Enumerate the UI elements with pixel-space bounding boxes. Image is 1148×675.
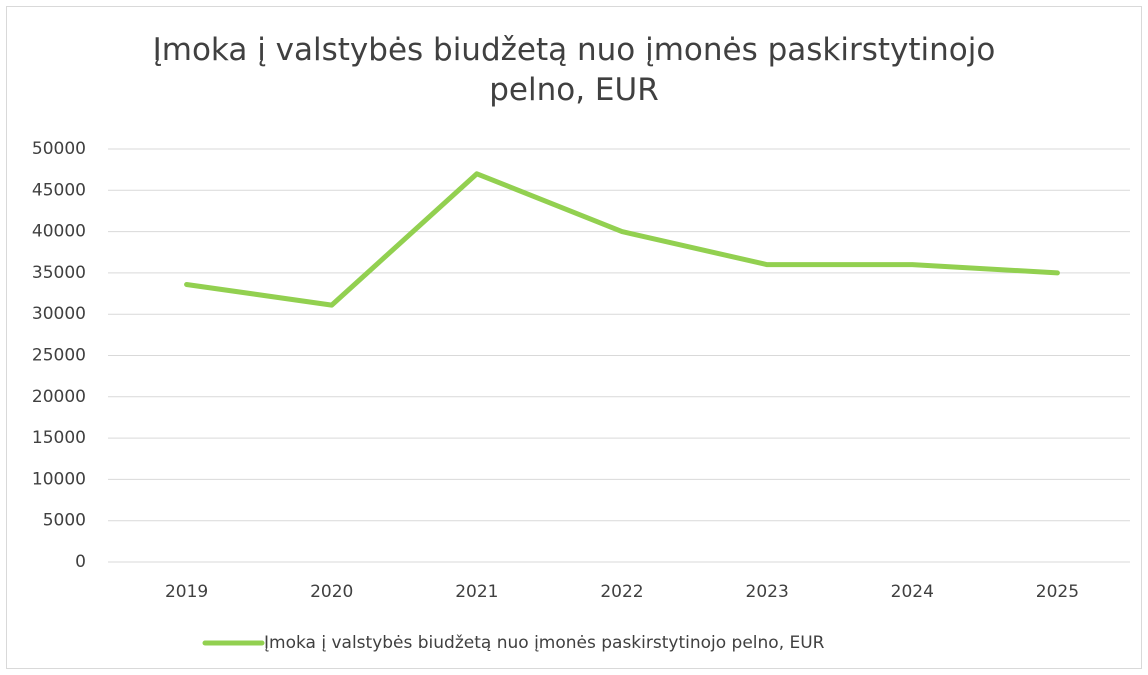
y-tick-label: 45000 (32, 180, 86, 200)
legend-label: Įmoka į valstybės biudžetą nuo įmonės pa… (264, 633, 825, 653)
y-tick-label: 35000 (32, 263, 86, 283)
y-tick-label: 10000 (32, 469, 86, 489)
y-tick-label: 25000 (32, 346, 86, 366)
y-tick-label: 15000 (32, 428, 86, 448)
x-tick-label: 2025 (1036, 582, 1079, 602)
x-tick-label: 2023 (746, 582, 789, 602)
y-tick-label: 5000 (43, 511, 86, 531)
y-tick-label: 50000 (32, 139, 86, 159)
chart-title: Įmoka į valstybės biudžetą nuo įmonės pa… (152, 32, 996, 108)
y-tick-label: 30000 (32, 304, 86, 324)
y-tick-label: 20000 (32, 387, 86, 407)
x-tick-label: 2022 (600, 582, 643, 602)
line (184, 171, 1060, 308)
y-tick-label: 40000 (32, 222, 86, 242)
x-tick-label: 2021 (455, 582, 498, 602)
y-tick-label: 0 (75, 552, 86, 572)
x-tick-label: 2024 (891, 582, 934, 602)
x-tick-label: 2019 (165, 582, 208, 602)
x-tick-label: 2020 (310, 582, 353, 602)
chart-frame (6, 6, 1142, 669)
